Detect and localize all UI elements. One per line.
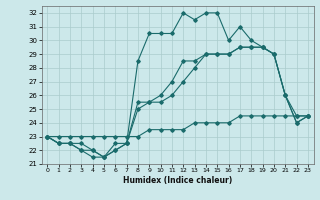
X-axis label: Humidex (Indice chaleur): Humidex (Indice chaleur) [123, 176, 232, 185]
